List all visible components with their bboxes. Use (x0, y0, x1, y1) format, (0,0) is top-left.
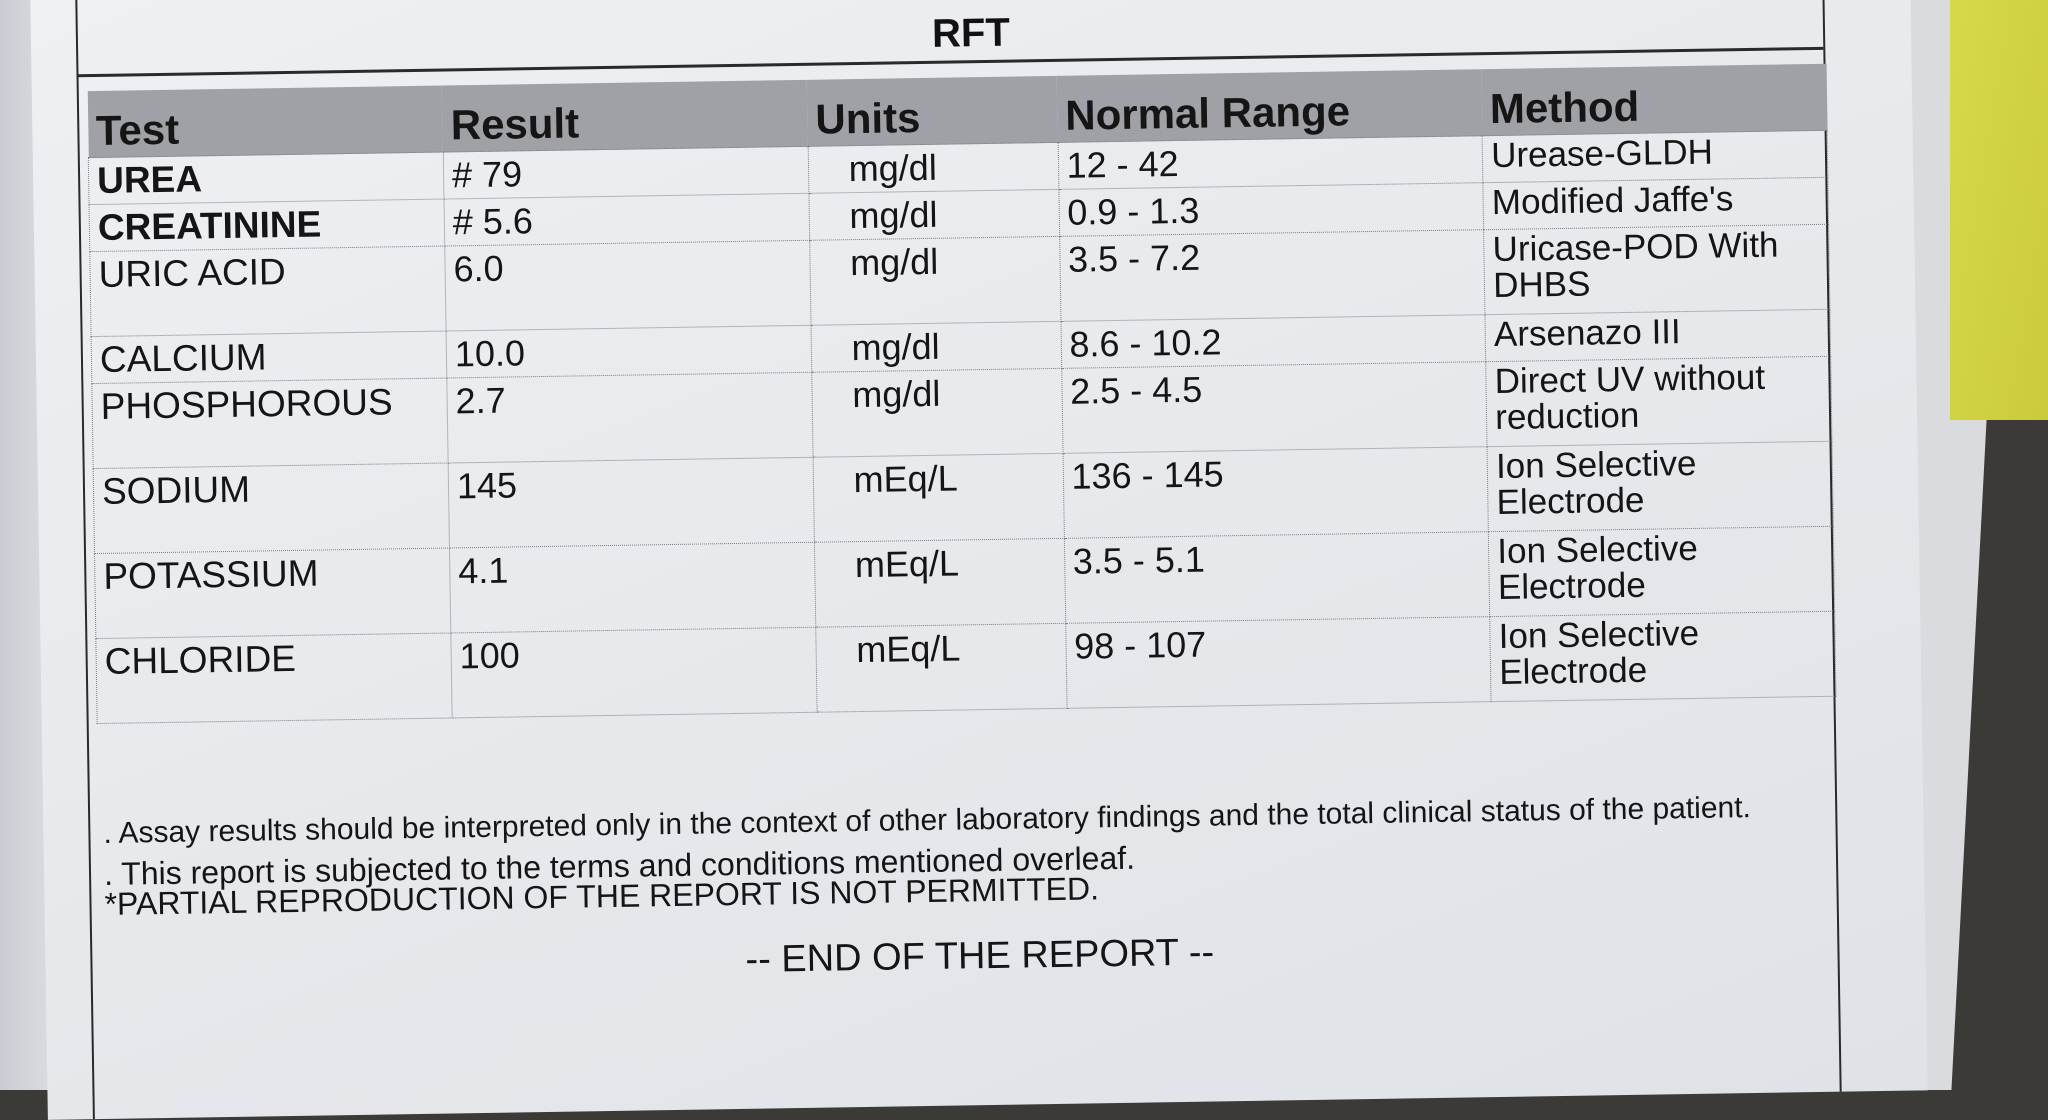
test-normal-range: 12 - 42 (1057, 135, 1484, 190)
yellow-folder (1950, 0, 2048, 420)
results-table: Test Result Units Normal Range Method UR… (87, 63, 1837, 724)
header-result: Result (442, 79, 808, 153)
test-normal-range: 8.6 - 10.2 (1060, 314, 1486, 369)
test-result: # 5.6 (443, 193, 810, 247)
test-result: 145 (448, 457, 815, 548)
test-units: mEq/L (815, 623, 1067, 713)
test-method: Modified Jaffe's (1483, 177, 1829, 230)
test-units: mg/dl (807, 142, 1059, 194)
test-method: Ion Selective Electrode (1489, 611, 1836, 702)
test-name: URIC ACID (89, 246, 447, 337)
test-normal-range: 136 - 145 (1062, 446, 1489, 539)
header-test: Test (87, 85, 444, 158)
test-normal-range: 98 - 107 (1065, 616, 1492, 709)
test-result: 100 (450, 627, 817, 718)
test-units: mg/dl (808, 189, 1060, 241)
test-result: 10.0 (446, 325, 812, 379)
test-units: mg/dl (811, 368, 1063, 458)
test-result: 4.1 (449, 542, 816, 633)
test-units: mg/dl (810, 321, 1062, 373)
header-units: Units (806, 75, 1058, 147)
test-method: Ion Selective Electrode (1488, 526, 1835, 617)
test-normal-range: 3.5 - 5.1 (1063, 531, 1490, 624)
report-sheet: RFT Test Result Units Normal Range Metho… (30, 0, 1928, 1120)
test-result: # 79 (443, 146, 809, 200)
test-name: CHLORIDE (95, 632, 453, 724)
test-method: Urease-GLDH (1482, 130, 1828, 183)
end-of-report: -- END OF THE REPORT -- (745, 931, 1215, 981)
test-result: 2.7 (446, 372, 813, 463)
test-method: Arsenazo III (1485, 309, 1831, 362)
test-name: CALCIUM (91, 331, 447, 384)
test-units: mEq/L (814, 538, 1066, 628)
test-normal-range: 2.5 - 4.5 (1061, 361, 1488, 454)
test-name: POTASSIUM (94, 547, 451, 639)
test-method: Ion Selective Electrode (1487, 441, 1834, 532)
test-normal-range: 0.9 - 1.3 (1058, 182, 1484, 237)
test-result: 6.0 (444, 240, 811, 332)
test-units: mEq/L (812, 453, 1064, 543)
test-method: Direct UV without reduction (1485, 356, 1832, 447)
test-method: Uricase-POD With DHBS (1483, 224, 1830, 315)
test-name: SODIUM (93, 462, 450, 554)
test-name: PHOSPHOROUS (91, 378, 449, 469)
test-normal-range: 3.5 - 7.2 (1059, 229, 1486, 322)
header-method: Method (1481, 63, 1828, 136)
header-normal-range: Normal Range (1056, 69, 1483, 143)
test-name: CREATININE (89, 199, 445, 252)
test-name: UREA (88, 152, 444, 205)
test-units: mg/dl (809, 236, 1061, 326)
